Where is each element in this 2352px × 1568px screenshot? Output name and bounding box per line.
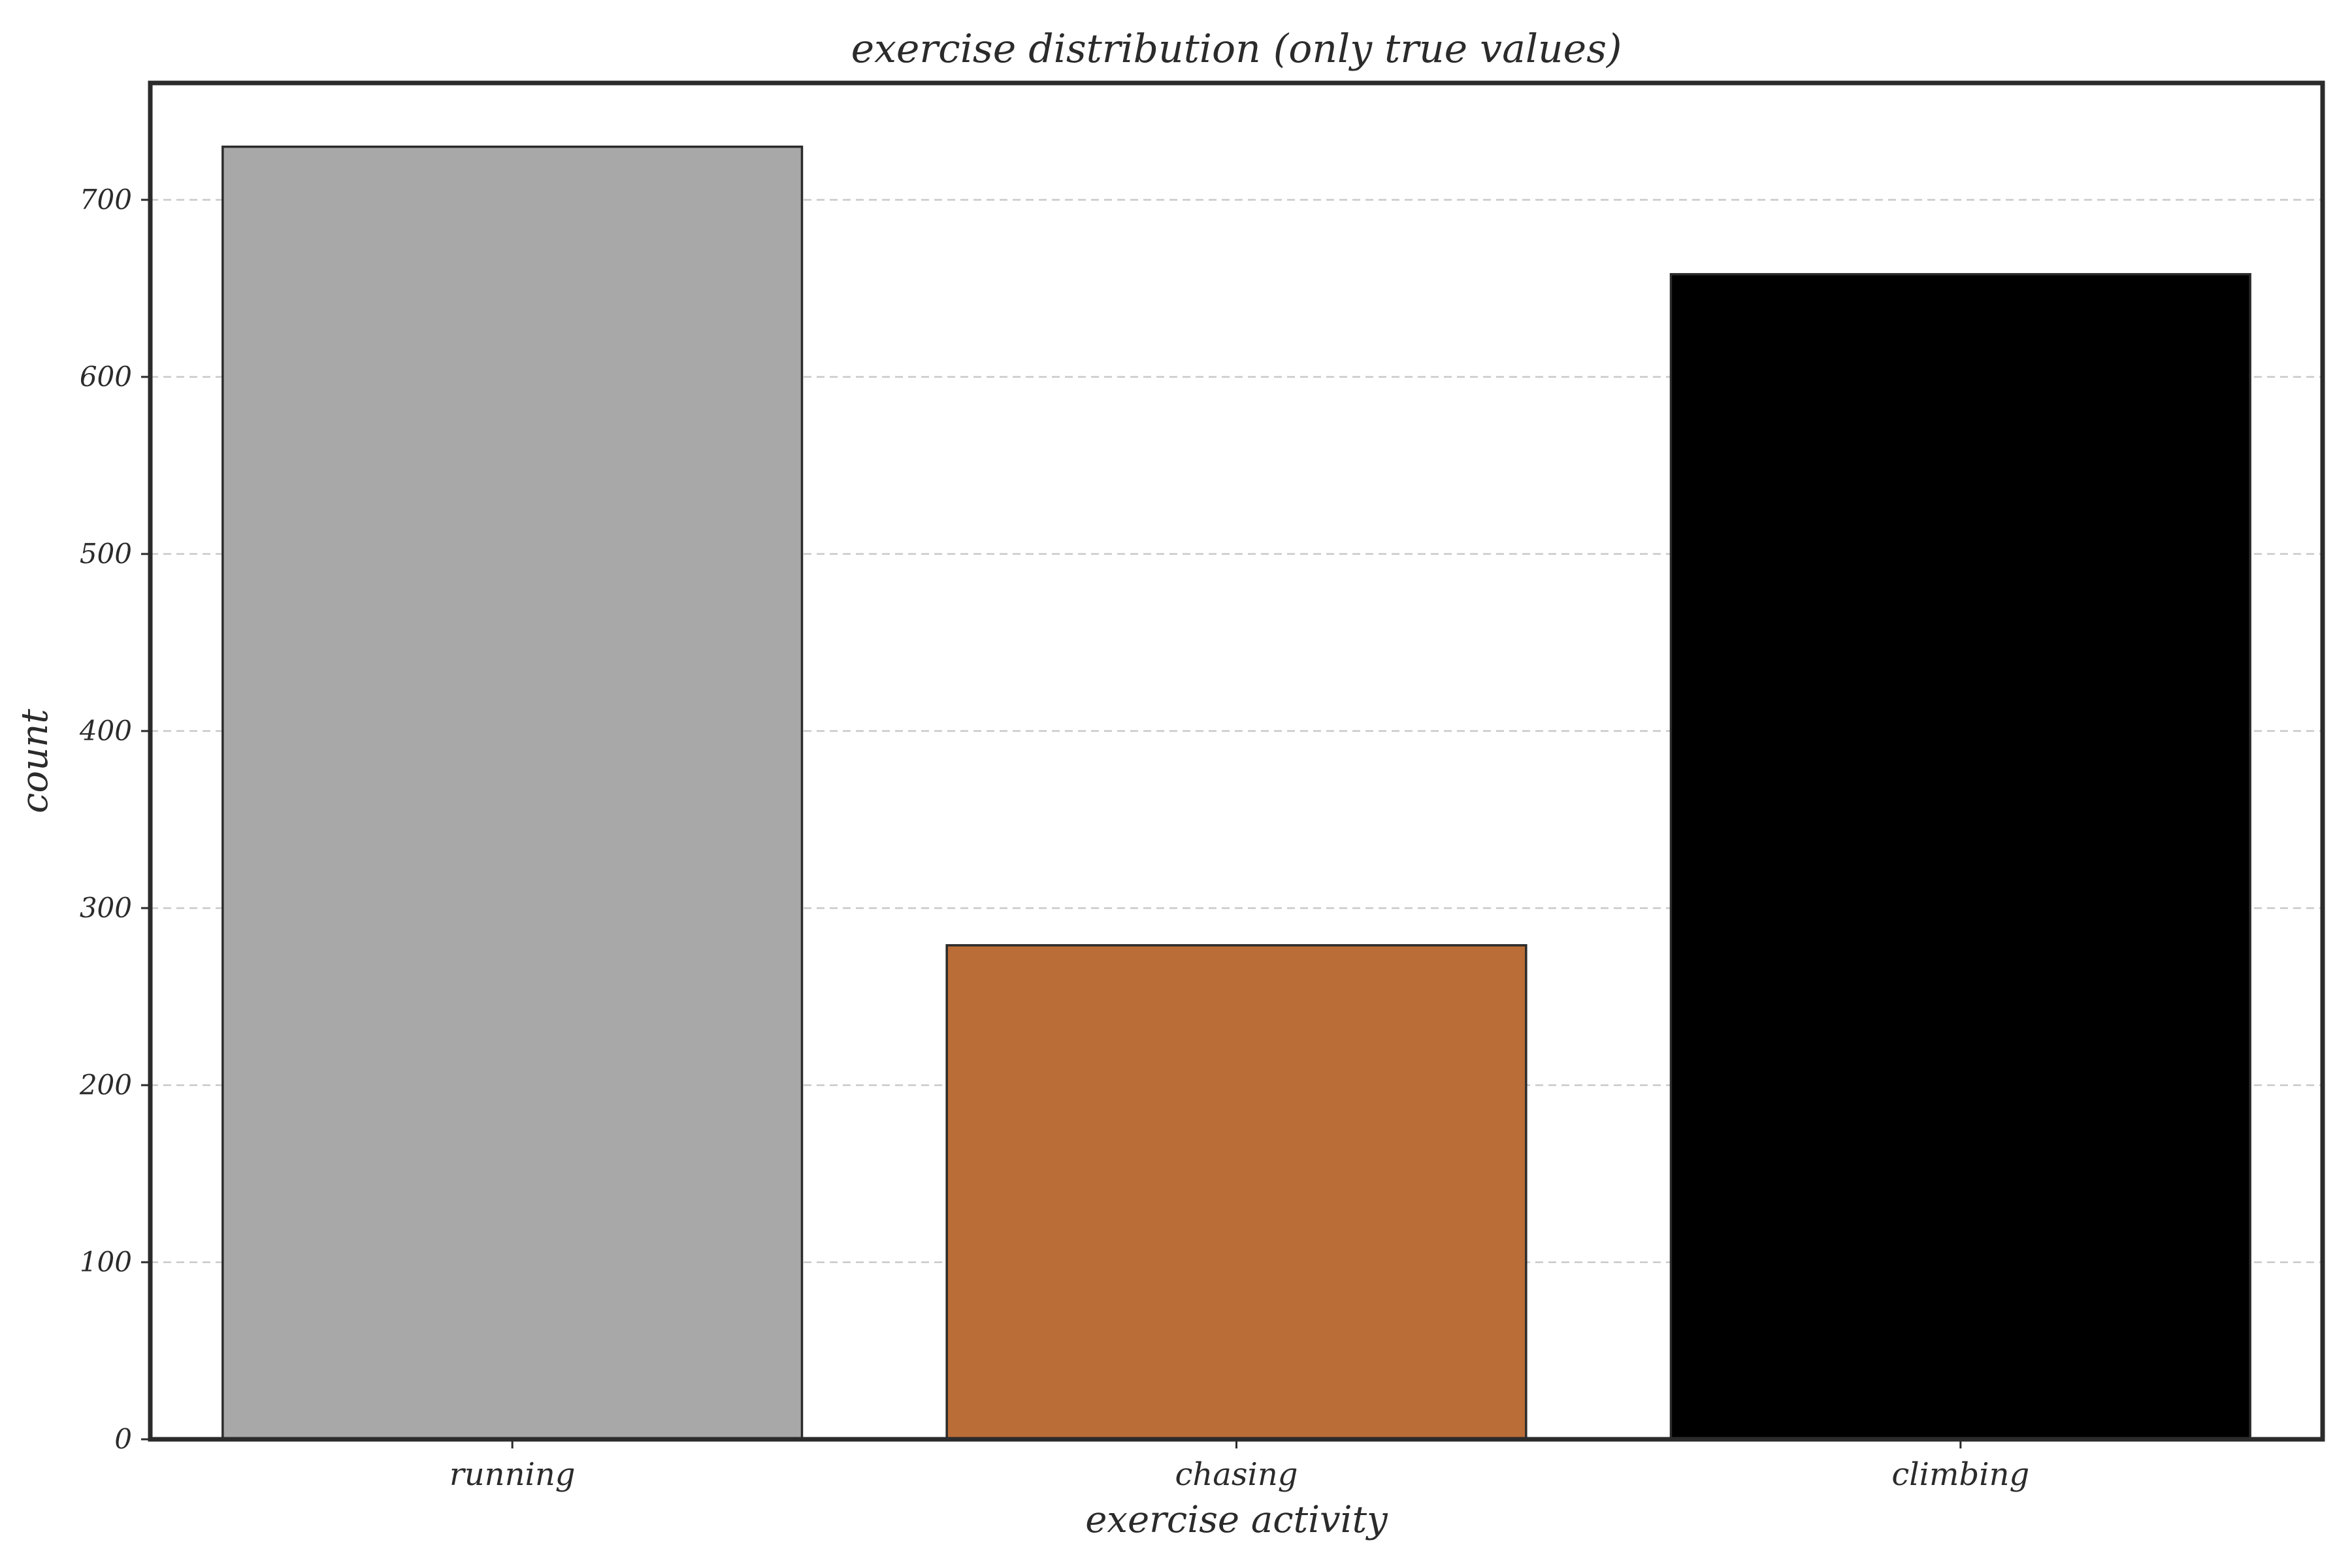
x-tick-label-chasing: chasing (1175, 1456, 1298, 1493)
chart-title: exercise distribution (only true values) (851, 26, 1622, 72)
x-axis-ticks: running chasing climbing (449, 1439, 2029, 1493)
bars (221, 145, 2251, 1441)
x-tick-label-running: running (449, 1456, 576, 1493)
y-tick-label: 200 (79, 1069, 132, 1101)
y-tick-label: 300 (80, 892, 132, 924)
y-axis-ticks: 0 100 200 300 400 500 600 700 (79, 184, 150, 1455)
y-tick-label: 0 (114, 1423, 132, 1455)
y-tick-label: 100 (80, 1246, 132, 1278)
bar-running (221, 145, 804, 1441)
y-axis-label: count (14, 709, 56, 813)
y-tick-label: 600 (80, 361, 132, 393)
y-tick-label: 500 (80, 538, 132, 570)
y-tick-label: 700 (80, 184, 132, 216)
x-tick-label-climbing: climbing (1891, 1456, 2029, 1493)
bar-chasing (945, 944, 1527, 1441)
bar-climbing (1669, 272, 2251, 1441)
y-tick-label: 400 (79, 715, 132, 747)
x-axis-label: exercise activity (1085, 1499, 1388, 1541)
